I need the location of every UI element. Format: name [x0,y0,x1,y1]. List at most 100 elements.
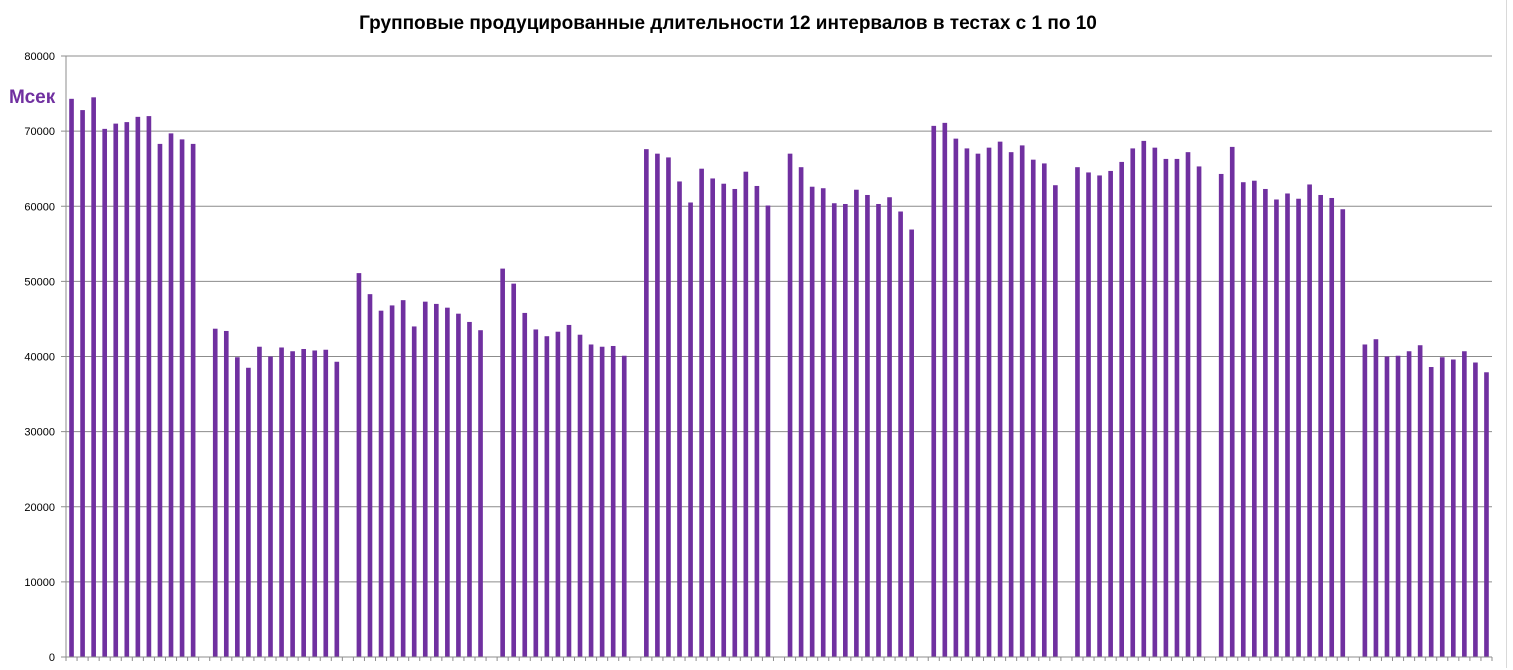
bar [765,205,771,657]
bar [865,194,870,657]
bar [179,139,185,658]
bar [168,133,174,657]
bar [1075,167,1080,657]
bar [1119,161,1125,657]
bar [1428,367,1434,657]
bar [655,153,660,657]
y-tick-label: 30000 [24,427,55,439]
bar [666,157,671,657]
bar [290,351,295,657]
bar [113,123,119,658]
bar [1041,163,1047,657]
bar [69,98,74,658]
bar [533,329,539,657]
bar [1462,351,1467,657]
bar [1252,180,1257,657]
y-tick-label: 70000 [24,126,55,138]
bar [389,305,395,657]
bar [102,128,108,658]
bar [986,147,992,657]
bar [323,349,329,657]
chart-title: Групповые продуцированные длительности 1… [359,13,1097,34]
bar [1141,140,1147,658]
y-tick-label: 10000 [24,577,55,589]
bar [478,330,483,657]
bar [1307,184,1312,657]
bar [135,116,141,657]
bar [1240,182,1246,657]
y-axis-tick-labels: 0 10000 20000 30000 40000 50000 60000 70000 8000… [24,51,55,664]
bar [644,149,649,657]
bar [411,326,417,657]
bar [566,324,572,657]
bar [1229,146,1235,657]
bar [433,303,439,657]
bar [1196,166,1202,657]
bar [1373,339,1379,657]
y-tick-label: 0 [49,652,55,664]
bar [467,321,472,657]
bar [511,283,517,657]
y-tick-label: 20000 [24,502,55,514]
bar [887,197,892,658]
bar [157,143,163,658]
bar [422,301,428,657]
bar [610,345,616,657]
bar [843,203,848,657]
bar [1185,152,1191,657]
bar [1285,193,1290,657]
bar [699,168,704,657]
bar [1484,372,1489,657]
bar [1439,357,1445,657]
bar [80,110,85,658]
y-tick-label: 40000 [24,352,55,364]
bar [997,141,1003,657]
bar [1053,185,1058,657]
bar [1152,147,1158,657]
bar [975,153,981,657]
bar [1450,359,1456,657]
bar [721,183,727,657]
bar [1019,145,1025,657]
bar [1163,158,1169,657]
bar [1097,175,1102,658]
bar [1218,173,1224,658]
bar [809,186,815,657]
y-tick-label: 50000 [24,276,55,288]
bar [1318,194,1323,657]
bar [456,313,461,657]
bar [555,331,561,657]
bar [1340,209,1346,657]
bar [190,143,196,658]
bar [798,167,804,657]
bar [301,348,306,657]
axes [61,55,1493,661]
bar [1030,159,1036,658]
bar [1274,199,1279,657]
bar [522,312,528,657]
y-axis-unit-label: Мсек [9,87,56,108]
bar [445,307,450,657]
bar [334,361,340,657]
bar [953,138,959,657]
bar [677,181,682,658]
bar [898,211,903,658]
bar [257,346,262,657]
bar [732,188,738,657]
bar [356,273,362,657]
bar [1008,152,1014,657]
bar [787,153,793,657]
bar [378,310,384,657]
bar [1263,188,1268,657]
bar [1417,345,1423,657]
bar [1362,344,1368,657]
bar [212,328,218,657]
bar [931,125,937,657]
bar [710,178,715,658]
y-tick-label: 60000 [24,201,55,213]
bar [599,346,605,657]
bar [1329,197,1335,657]
bars [69,97,1489,658]
